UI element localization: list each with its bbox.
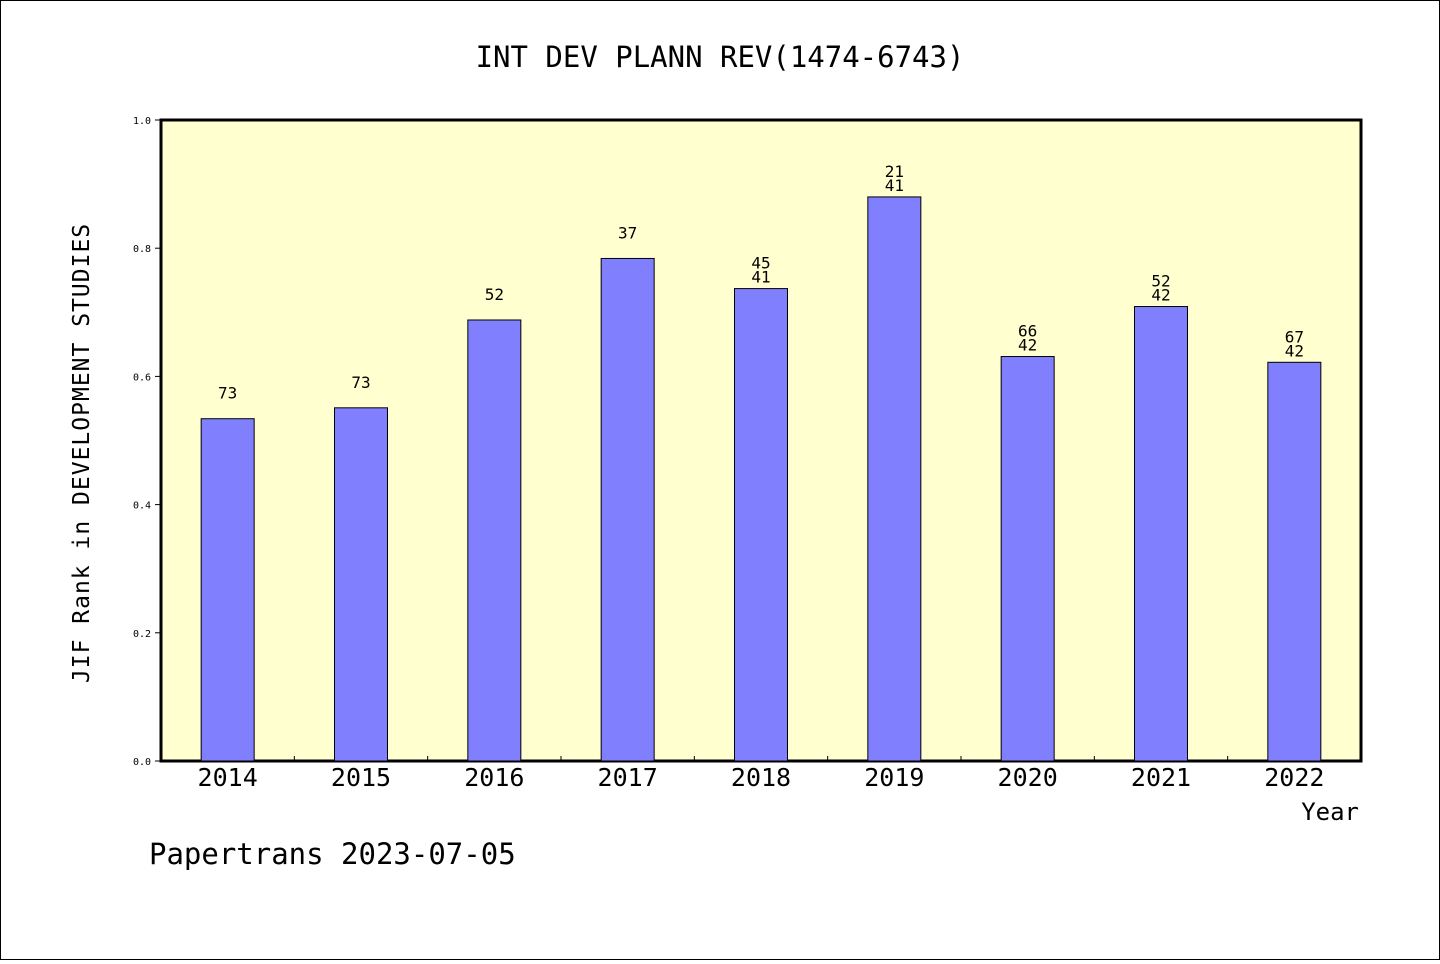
bar-data-label: 41 — [885, 176, 904, 195]
bar-data-label: 42 — [1151, 286, 1170, 305]
x-tick-label: 2019 — [864, 763, 924, 792]
x-axis-label: Year — [1301, 798, 1359, 826]
bar-2017 — [600, 257, 655, 762]
bar-data-label: 37 — [618, 223, 637, 242]
bar-2021 — [1134, 306, 1188, 762]
x-tick-label: 2016 — [464, 763, 524, 792]
x-tick-label: 2020 — [998, 763, 1058, 792]
bar-data-label: 66 — [1018, 322, 1037, 341]
bar-data-label: 41 — [751, 268, 770, 287]
y-axis: 0.0 0.2 0.4 0.6 0.8 1.0 — [133, 116, 161, 768]
y-tick-label: 1.0 — [133, 116, 151, 127]
y-tick-label: 0.0 — [133, 757, 151, 768]
y-tick-label: 0.4 — [133, 501, 151, 512]
bar-2018 — [734, 288, 788, 762]
bar-2016 — [467, 319, 522, 762]
x-tick-label: 2018 — [731, 763, 791, 792]
bar-data-label: 42 — [1285, 341, 1304, 360]
bar-2020 — [1000, 356, 1055, 762]
chart-title: INT DEV PLANN REV(1474-6743) — [476, 40, 965, 74]
x-tick-label: 2015 — [331, 763, 391, 792]
bar-data-label: 52 — [485, 285, 504, 304]
bar-data-label: 67 — [1285, 327, 1304, 346]
bar-data-label: 21 — [885, 162, 904, 181]
footer-text: Papertrans 2023-07-05 — [149, 837, 516, 871]
x-axis: 2014 2015 2016 2017 2018 2019 2020 2021 2022 — [198, 756, 1324, 792]
bar-data-label: 73 — [218, 384, 237, 403]
x-tick-label: 2021 — [1131, 763, 1191, 792]
y-axis-label: JIF Rank in DEVELOPMENT STUDIES — [69, 223, 95, 683]
bar-2015 — [334, 407, 388, 762]
bar-data-label: 52 — [1151, 272, 1170, 291]
y-tick-label: 0.8 — [133, 244, 151, 255]
y-tick-label: 0.6 — [133, 372, 151, 383]
bar-data-label: 45 — [751, 254, 770, 273]
x-tick-label: 2017 — [598, 763, 658, 792]
bar-2019 — [867, 196, 922, 762]
bar-2022 — [1267, 361, 1322, 762]
x-tick-label: 2014 — [198, 763, 258, 792]
bar-2014 — [200, 418, 255, 762]
x-tick-label: 2022 — [1264, 763, 1324, 792]
y-tick-label: 0.2 — [133, 629, 151, 640]
bar-data-label: 73 — [351, 373, 370, 392]
bar-data-label: 42 — [1018, 336, 1037, 355]
